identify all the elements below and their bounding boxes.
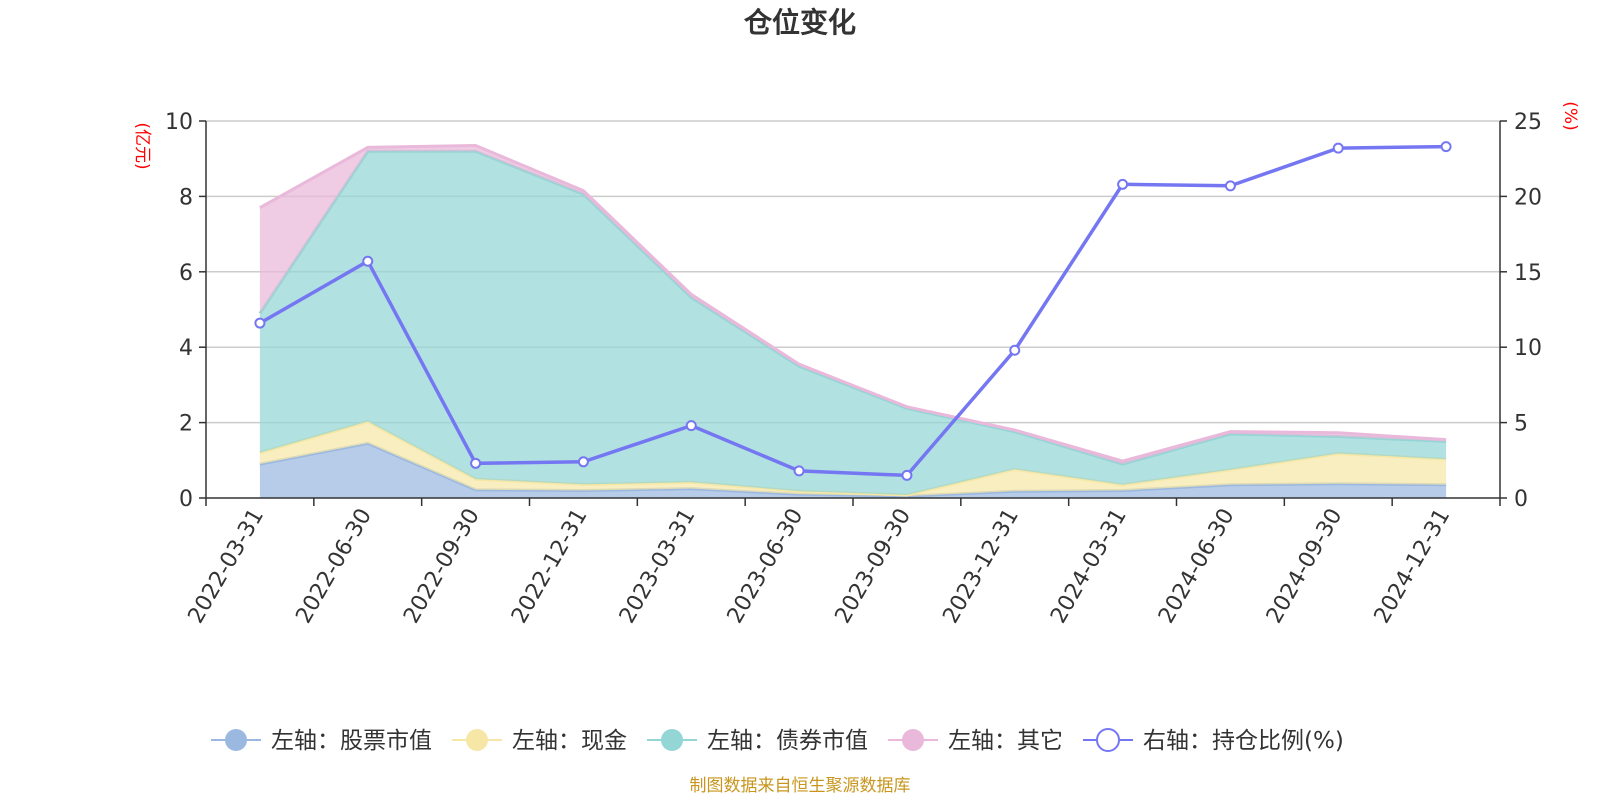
legend-label: 右轴：持仓比例(%): [1143, 728, 1344, 754]
area-1: [259, 421, 1447, 497]
ratio-point: [1009, 344, 1021, 356]
left-axis-tick-label: 2: [179, 412, 193, 437]
right-axis-unit: (%): [1560, 101, 1580, 130]
legend-label: 左轴：现金: [512, 728, 627, 754]
x-axis-label: 2022-12-31: [507, 505, 593, 628]
left-axis-tick-label: 10: [165, 110, 193, 135]
x-axis-label: 2022-03-31: [184, 505, 270, 628]
area-2: [259, 151, 1447, 495]
legend-item-0[interactable]: 左轴：股票市值: [211, 728, 432, 754]
right-axis-tick-label: 15: [1514, 261, 1542, 286]
ratio-point: [1117, 178, 1129, 190]
ratio-point: [1332, 142, 1344, 154]
x-axis-label: 2023-06-30: [723, 505, 809, 628]
legend-label: 左轴：其它: [948, 728, 1063, 754]
ratio-point: [1440, 141, 1452, 153]
x-axis-label: 2023-09-30: [831, 505, 917, 628]
ratio-line-path: [259, 144, 1447, 478]
legend-marker: [466, 729, 488, 751]
data-source-note: 制图数据来自恒生聚源数据库: [690, 776, 911, 796]
legend-item-4[interactable]: 右轴：持仓比例(%): [1083, 728, 1344, 754]
right-axis-tick-label: 0: [1514, 487, 1528, 512]
legend-item-2[interactable]: 左轴：债券市值: [647, 728, 868, 754]
x-axis-label: 2024-09-30: [1262, 505, 1348, 628]
ratio-point: [793, 465, 805, 477]
legend[interactable]: 左轴：股票市值 左轴：现金 左轴：债券市值 左轴：其它 右轴：持仓比例(%): [211, 728, 1344, 754]
right-axis-tick-label: 25: [1514, 110, 1542, 135]
legend-label: 左轴：债券市值: [707, 728, 868, 754]
legend-label: 左轴：股票市值: [271, 728, 432, 754]
ratio-point: [254, 317, 266, 329]
x-axis-label: 2024-03-31: [1046, 505, 1132, 628]
x-axis-label: 2024-12-31: [1370, 505, 1456, 628]
legend-marker: [661, 729, 683, 751]
ratio-point: [1224, 180, 1236, 192]
right-axis-tick-label: 20: [1514, 185, 1542, 210]
legend-marker: [225, 729, 247, 751]
x-axis-label: 2022-06-30: [291, 505, 377, 628]
legend-marker: [902, 729, 924, 751]
ratio-point: [362, 255, 374, 267]
left-axis-tick-label: 6: [179, 261, 193, 286]
left-axis-tick-label: 0: [179, 487, 193, 512]
x-axis-label: 2024-06-30: [1154, 505, 1240, 628]
ratio-point: [901, 469, 913, 481]
x-axis-label: 2022-09-30: [399, 505, 485, 628]
ratio-point: [685, 420, 697, 432]
area-edge-3: [259, 143, 1447, 463]
ratio-point: [577, 456, 589, 468]
chart-title: 仓位变化: [744, 6, 856, 39]
legend-item-1[interactable]: 左轴：现金: [452, 728, 627, 754]
holding-ratio-line: [254, 141, 1452, 481]
x-axis-label: 2023-12-31: [938, 505, 1024, 628]
left-axis-tick-label: 4: [179, 336, 193, 361]
stacked-areas: [258, 143, 1447, 498]
left-axis-tick-label: 8: [179, 185, 193, 210]
legend-marker: [1096, 728, 1120, 752]
left-axis-unit: (亿元): [132, 122, 152, 169]
right-axis-tick-label: 10: [1514, 336, 1542, 361]
right-axis-tick-label: 5: [1514, 412, 1528, 437]
legend-item-3[interactable]: 左轴：其它: [888, 728, 1063, 754]
x-axis-label: 2023-03-31: [615, 505, 701, 628]
ratio-point: [470, 457, 482, 469]
